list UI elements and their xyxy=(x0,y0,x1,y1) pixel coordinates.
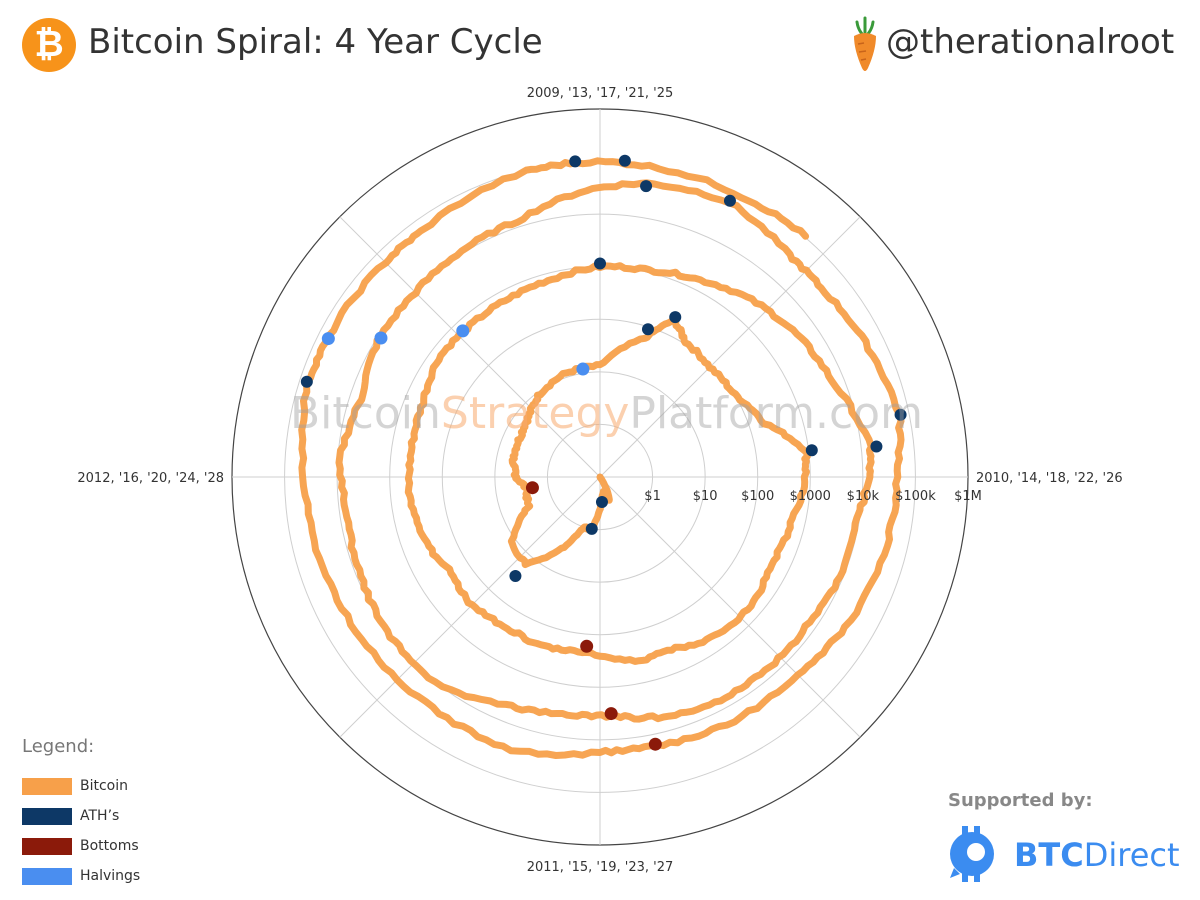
ath-point xyxy=(618,154,631,167)
bottom-point xyxy=(525,481,539,495)
ath-point xyxy=(300,375,313,388)
legend-item-aths: ATH’s xyxy=(22,801,202,831)
bottoms-series xyxy=(525,481,662,751)
radial-tick-label: $100k xyxy=(895,489,936,504)
radial-tick-label: $10 xyxy=(693,489,718,504)
axis-labels: $1 $10 $100 $1000 $10k $100k $1M 2009, '13, '17… xyxy=(77,86,1122,875)
halving-point xyxy=(456,324,470,338)
legend-title: Legend: xyxy=(22,736,95,757)
bottom-point xyxy=(648,737,662,751)
ath-point xyxy=(569,155,582,168)
legend-label-bottoms: Bottoms xyxy=(80,838,139,854)
grid-spoke xyxy=(599,476,861,738)
author-handle: @therationalroot xyxy=(886,22,1175,62)
bitcoin-logo-icon: ₿ xyxy=(22,18,76,72)
watermark: BitcoinStrategyPlatform.com xyxy=(290,388,923,439)
btcdirect-rest: Direct xyxy=(1083,836,1180,874)
angular-label: 2012, '16, '20, '24, '28 xyxy=(77,471,224,486)
ath-point xyxy=(723,194,736,207)
btcdirect-icon xyxy=(950,826,994,882)
ath-point xyxy=(669,311,682,324)
bitcoin-line xyxy=(298,157,905,759)
angular-label: 2010, '14, '18, '22, '26 xyxy=(976,471,1123,486)
legend-swatch-aths xyxy=(22,807,72,825)
radial-tick-label: $1M xyxy=(954,489,982,504)
legend-item-bitcoin: Bitcoin xyxy=(22,771,202,801)
ath-point xyxy=(595,496,608,509)
btcdirect-bold: BTC xyxy=(1014,836,1084,874)
chart-title: Bitcoin Spiral: 4 Year Cycle xyxy=(88,22,543,62)
radial-tick-label: $100 xyxy=(741,489,774,504)
legend-label-bitcoin: Bitcoin xyxy=(80,778,129,794)
ath-point xyxy=(805,444,818,457)
halving-point xyxy=(321,332,335,346)
bottom-point xyxy=(580,639,594,653)
ath-point xyxy=(585,522,598,535)
supported-by-label: Supported by: xyxy=(948,790,1093,811)
grid-spoke xyxy=(599,216,861,478)
legend-swatch-halvings xyxy=(22,867,72,885)
bitcoin-series xyxy=(298,157,905,759)
header: ₿ Bitcoin Spiral: 4 Year Cycle @theratio… xyxy=(0,0,1200,90)
ath-point xyxy=(640,180,653,193)
radial-tick-label: $1 xyxy=(644,489,661,504)
grid-spoke xyxy=(339,216,601,478)
angular-label: 2011, '15, '19, '23, '27 xyxy=(527,860,674,875)
legend: Legend: Bitcoin ATH’s Bottoms Halvings xyxy=(22,736,202,891)
legend-swatch-bottoms xyxy=(22,837,72,855)
watermark-part-3: Platform.com xyxy=(629,388,923,439)
angular-label: 2009, '13, '17, '21, '25 xyxy=(527,86,674,101)
watermark-part-2: Strategy xyxy=(440,388,630,439)
legend-item-bottoms: Bottoms xyxy=(22,831,202,861)
legend-swatch-bitcoin xyxy=(22,777,72,795)
bottom-point xyxy=(604,707,618,721)
btcdirect-wordmark: BTCDirect xyxy=(1014,836,1180,874)
ath-series xyxy=(300,154,907,583)
ath-point xyxy=(594,257,606,270)
legend-item-halvings: Halvings xyxy=(22,861,202,891)
halving-point xyxy=(374,331,388,345)
radial-tick-label: $10k xyxy=(847,489,880,504)
halving-point xyxy=(576,362,590,376)
ath-point xyxy=(509,570,522,583)
ath-point xyxy=(641,323,654,336)
legend-label-aths: ATH’s xyxy=(80,808,120,824)
btcdirect-logo: BTCDirect xyxy=(946,824,1186,886)
radial-tick-label: $1000 xyxy=(790,489,831,504)
ath-point xyxy=(894,408,907,421)
ath-point xyxy=(870,440,883,453)
watermark-part-1: Bitcoin xyxy=(290,388,441,439)
halvings-series xyxy=(321,324,590,376)
carrot-icon xyxy=(854,16,876,71)
legend-label-halvings: Halvings xyxy=(80,868,141,884)
